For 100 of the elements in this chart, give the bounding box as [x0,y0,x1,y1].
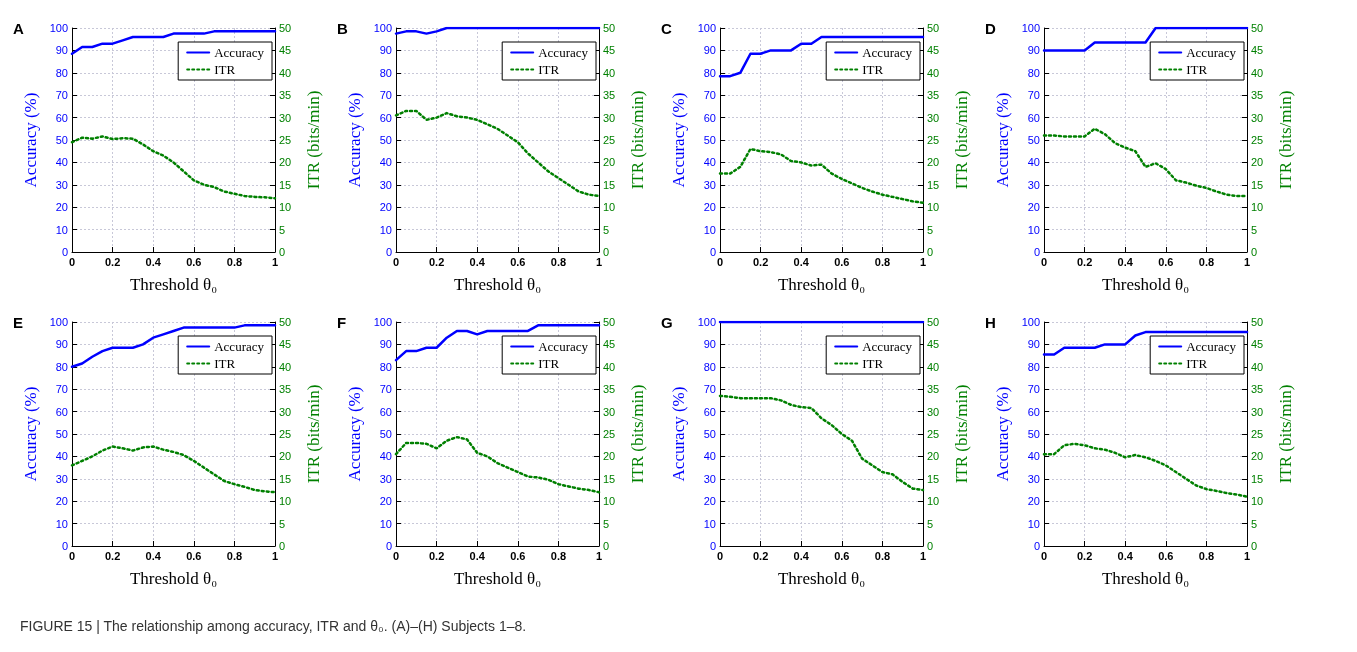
y-tick-label: 60 [55,405,68,418]
y-tick-label: 80 [703,66,716,79]
y-axis-title: Accuracy (%) [668,92,688,188]
y-tick-label: 100 [49,316,68,328]
y2-tick-label: 15 [927,472,940,485]
y2-tick-label: 40 [1251,66,1264,79]
y-tick-label: 30 [703,472,716,485]
y-tick-label: 80 [379,360,392,373]
line-series [70,324,277,369]
chart-title: C [661,20,672,37]
x-tick-label: 0.4 [145,549,162,562]
y2-tick-label: 0 [1251,246,1258,258]
y-axis-title: Accuracy (%) [992,92,1012,188]
y2-tick-label: 50 [603,316,616,328]
x-tick-label: 0.6 [510,255,526,268]
y2-tick-label: 0 [279,246,286,258]
y-tick-label: 80 [55,66,68,79]
x-tick-label: 1 [271,549,279,562]
y2-tick-label: 15 [279,472,292,485]
y2-tick-label: 35 [927,89,940,102]
y2-tick-label: 5 [927,517,934,530]
x-tick-label: 0.2 [428,255,445,268]
y2-axis-title: ITR (bits/min) [952,384,971,484]
y-tick-label: 70 [55,89,68,102]
y2-tick-label: 45 [927,44,940,57]
line-series [394,109,601,198]
y-tick-label: 60 [703,111,716,124]
x-tick-label: 0.2 [752,549,769,562]
y2-axis-title: ITR (bits/min) [304,90,323,190]
legend-label: Accuracy [214,339,265,354]
y-tick-label: 100 [697,22,716,34]
y2-tick-label: 40 [1251,360,1264,373]
y2-tick-label: 50 [927,22,940,34]
y2-tick-label: 35 [1251,383,1264,396]
y2-tick-label: 0 [1251,540,1258,552]
y-tick-label: 90 [1027,338,1040,351]
y-tick-label: 30 [379,472,392,485]
y2-tick-label: 50 [279,316,292,328]
legend-label: ITR [214,62,236,77]
line-series [394,324,601,362]
y-tick-label: 100 [1021,316,1040,328]
y2-tick-label: 30 [279,111,292,124]
y2-tick-label: 35 [603,383,616,396]
y2-tick-label: 50 [1251,22,1264,34]
y2-tick-label: 40 [603,360,616,373]
x-axis-title: Threshold θ₀ [777,569,866,588]
y2-tick-label: 5 [1251,517,1258,530]
y-tick-label: 50 [1027,428,1040,440]
y-axis-title: Accuracy (%) [992,386,1012,482]
x-tick-label: 0.8 [874,255,891,268]
y-tick-label: 0 [1033,246,1040,258]
y2-tick-label: 5 [279,223,286,236]
y2-tick-label: 40 [603,66,616,79]
y-tick-label: 70 [1027,89,1040,102]
x-tick-label: 1 [595,549,603,562]
x-tick-label: 0.4 [469,255,486,268]
y-tick-label: 20 [703,495,716,508]
legend-label: ITR [862,356,884,371]
y2-tick-label: 40 [927,360,940,373]
x-tick-label: 1 [1243,255,1251,268]
chart-title: G [661,314,673,331]
y2-tick-label: 50 [927,316,940,328]
x-tick-label: 0.4 [1117,255,1134,268]
y2-tick-label: 50 [603,22,616,34]
y-tick-label: 10 [55,223,68,236]
y-tick-label: 10 [379,517,392,530]
x-tick-label: 0.2 [104,549,121,562]
y2-tick-label: 20 [279,450,292,463]
y2-tick-label: 25 [1251,428,1264,440]
y2-tick-label: 20 [603,450,616,463]
y2-tick-label: 40 [279,66,292,79]
chart-title: F [337,314,347,331]
y-tick-label: 70 [703,383,716,396]
y-tick-label: 0 [709,246,716,258]
y2-tick-label: 0 [927,540,934,552]
x-tick-label: 0.4 [793,549,810,562]
x-tick-label: 0.4 [469,549,486,562]
y2-tick-label: 10 [1251,201,1264,214]
x-axis-title: Threshold θ₀ [777,275,866,294]
x-axis-title: Threshold θ₀ [129,275,218,294]
y-tick-label: 90 [703,338,716,351]
x-tick-label: 0.8 [226,549,243,562]
y2-tick-label: 45 [279,338,292,351]
y-tick-label: 50 [55,134,68,146]
y-tick-label: 30 [1027,472,1040,485]
y2-tick-label: 30 [927,405,940,418]
x-axis-title: Threshold θ₀ [1101,569,1190,588]
y2-tick-label: 0 [927,246,934,258]
y-tick-label: 40 [1027,450,1040,463]
x-axis-title: Threshold θ₀ [453,275,542,294]
legend-label: Accuracy [862,339,913,354]
x-tick-label: 1 [1243,549,1251,562]
y-tick-label: 90 [55,44,68,57]
legend-label: Accuracy [1186,45,1237,60]
y2-tick-label: 15 [1251,472,1264,485]
x-tick-label: 0.6 [1158,549,1174,562]
y-tick-label: 70 [55,383,68,396]
y2-axis-title: ITR (bits/min) [628,90,647,190]
y2-tick-label: 5 [927,223,934,236]
y2-tick-label: 20 [1251,156,1264,169]
